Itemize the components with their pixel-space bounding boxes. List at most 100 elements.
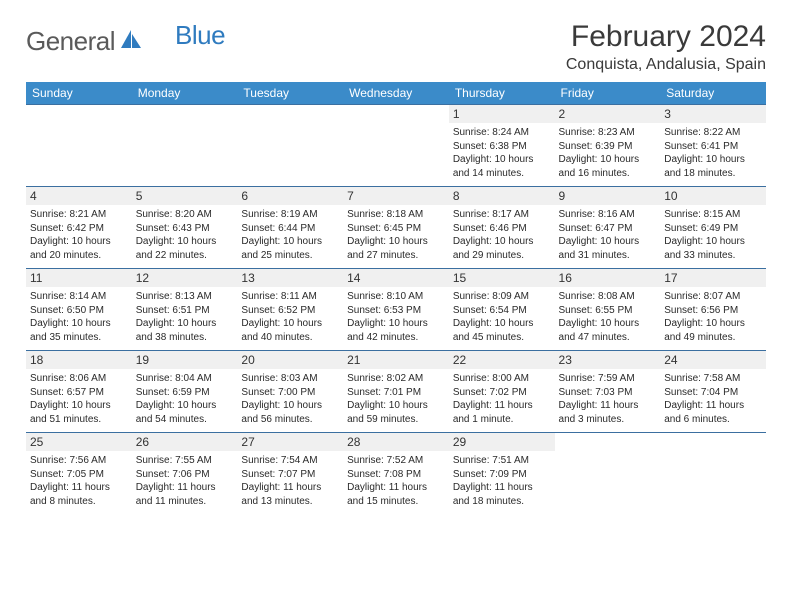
sunset-line: Sunset: 6:49 PM: [664, 222, 762, 236]
header: General Blue February 2024 Conquista, An…: [26, 20, 766, 74]
day-info: Sunrise: 8:08 AMSunset: 6:55 PMDaylight:…: [559, 290, 657, 344]
dayhead-mon: Monday: [132, 82, 238, 105]
daylight-line: Daylight: 10 hours and 51 minutes.: [30, 399, 128, 426]
day-info: Sunrise: 8:23 AMSunset: 6:39 PMDaylight:…: [559, 126, 657, 180]
day-number: 4: [26, 187, 132, 205]
day-info: Sunrise: 8:14 AMSunset: 6:50 PMDaylight:…: [30, 290, 128, 344]
dayhead-sat: Saturday: [660, 82, 766, 105]
calendar-table: Sunday Monday Tuesday Wednesday Thursday…: [26, 82, 766, 514]
sunset-line: Sunset: 7:06 PM: [136, 468, 234, 482]
day-cell: [343, 105, 449, 187]
day-cell: 24 Sunrise: 7:58 AMSunset: 7:04 PMDayligh…: [660, 351, 766, 433]
day-number: 24: [660, 351, 766, 369]
sunrise-line: Sunrise: 8:24 AM: [453, 126, 551, 140]
sunrise-line: Sunrise: 7:56 AM: [30, 454, 128, 468]
sunrise-line: Sunrise: 8:13 AM: [136, 290, 234, 304]
sunrise-line: Sunrise: 8:06 AM: [30, 372, 128, 386]
daylight-line: Daylight: 10 hours and 16 minutes.: [559, 153, 657, 180]
day-number: 29: [449, 433, 555, 451]
sunset-line: Sunset: 6:54 PM: [453, 304, 551, 318]
calendar-body: 1Sunrise: 8:24 AMSunset: 6:38 PMDaylight…: [26, 105, 766, 515]
sunrise-line: Sunrise: 8:11 AM: [241, 290, 339, 304]
daylight-line: Daylight: 11 hours and 13 minutes.: [241, 481, 339, 508]
sunset-line: Sunset: 6:47 PM: [559, 222, 657, 236]
day-cell: 26Sunrise: 7:55 AMSunset: 7:06 PMDayligh…: [132, 433, 238, 515]
day-cell: 17Sunrise: 8:07 AMSunset: 6:56 PMDayligh…: [660, 269, 766, 351]
sunset-line: Sunset: 6:53 PM: [347, 304, 445, 318]
sunrise-line: Sunrise: 8:10 AM: [347, 290, 445, 304]
sunrise-line: Sunrise: 7:59 AM: [559, 372, 657, 386]
day-number: 6: [237, 187, 343, 205]
day-cell: 28Sunrise: 7:52 AMSunset: 7:08 PMDayligh…: [343, 433, 449, 515]
day-info: Sunrise: 8:09 AMSunset: 6:54 PMDaylight:…: [453, 290, 551, 344]
daylight-line: Daylight: 11 hours and 6 minutes.: [664, 399, 762, 426]
sunrise-line: Sunrise: 8:14 AM: [30, 290, 128, 304]
sunrise-line: Sunrise: 7:54 AM: [241, 454, 339, 468]
daylight-line: Daylight: 10 hours and 31 minutes.: [559, 235, 657, 262]
day-cell: 25Sunrise: 7:56 AMSunset: 7:05 PMDayligh…: [26, 433, 132, 515]
day-number: 16: [555, 269, 661, 287]
day-cell: 27Sunrise: 7:54 AMSunset: 7:07 PMDayligh…: [237, 433, 343, 515]
daylight-line: Daylight: 10 hours and 14 minutes.: [453, 153, 551, 180]
day-number: 14: [343, 269, 449, 287]
sunrise-line: Sunrise: 8:19 AM: [241, 208, 339, 222]
sunset-line: Sunset: 6:46 PM: [453, 222, 551, 236]
day-cell: 9Sunrise: 8:16 AMSunset: 6:47 PMDaylight…: [555, 187, 661, 269]
day-number: 10: [660, 187, 766, 205]
day-number: 13: [237, 269, 343, 287]
daylight-line: Daylight: 10 hours and 33 minutes.: [664, 235, 762, 262]
dayhead-tue: Tuesday: [237, 82, 343, 105]
sunrise-line: Sunrise: 8:20 AM: [136, 208, 234, 222]
sunset-line: Sunset: 6:38 PM: [453, 140, 551, 154]
day-cell: 22Sunrise: 8:00 AMSunset: 7:02 PMDayligh…: [449, 351, 555, 433]
day-cell: 6Sunrise: 8:19 AMSunset: 6:44 PMDaylight…: [237, 187, 343, 269]
day-header-row: Sunday Monday Tuesday Wednesday Thursday…: [26, 82, 766, 105]
day-cell: 16 Sunrise: 8:08 AMSunset: 6:55 PMDayligh…: [555, 269, 661, 351]
daylight-line: Daylight: 11 hours and 15 minutes.: [347, 481, 445, 508]
sunrise-line: Sunrise: 8:02 AM: [347, 372, 445, 386]
daylight-line: Daylight: 11 hours and 1 minute.: [453, 399, 551, 426]
sunrise-line: Sunrise: 8:22 AM: [664, 126, 762, 140]
day-number: 23: [555, 351, 661, 369]
day-info: Sunrise: 7:54 AMSunset: 7:07 PMDaylight:…: [241, 454, 339, 508]
sunset-line: Sunset: 6:56 PM: [664, 304, 762, 318]
day-number: 7: [343, 187, 449, 205]
sunset-line: Sunset: 6:57 PM: [30, 386, 128, 400]
day-cell: [660, 433, 766, 515]
day-number: 12: [132, 269, 238, 287]
daylight-line: Daylight: 10 hours and 22 minutes.: [136, 235, 234, 262]
sunrise-line: Sunrise: 8:07 AM: [664, 290, 762, 304]
daylight-line: Daylight: 10 hours and 40 minutes.: [241, 317, 339, 344]
daylight-line: Daylight: 10 hours and 35 minutes.: [30, 317, 128, 344]
sunset-line: Sunset: 6:51 PM: [136, 304, 234, 318]
sunrise-line: Sunrise: 8:23 AM: [559, 126, 657, 140]
sunset-line: Sunset: 6:39 PM: [559, 140, 657, 154]
sunrise-line: Sunrise: 8:00 AM: [453, 372, 551, 386]
sunset-line: Sunset: 6:42 PM: [30, 222, 128, 236]
sunset-line: Sunset: 7:05 PM: [30, 468, 128, 482]
day-info: Sunrise: 8:15 AMSunset: 6:49 PMDaylight:…: [664, 208, 762, 262]
day-info: Sunrise: 8:20 AMSunset: 6:43 PMDaylight:…: [136, 208, 234, 262]
day-cell: 8Sunrise: 8:17 AMSunset: 6:46 PMDaylight…: [449, 187, 555, 269]
day-cell: 19Sunrise: 8:04 AMSunset: 6:59 PMDayligh…: [132, 351, 238, 433]
day-cell: [237, 105, 343, 187]
day-number: 15: [449, 269, 555, 287]
day-cell: 10 Sunrise: 8:15 AMSunset: 6:49 PMDayligh…: [660, 187, 766, 269]
title-block: February 2024 Conquista, Andalusia, Spai…: [566, 20, 766, 74]
day-info: Sunrise: 7:58 AMSunset: 7:04 PMDaylight:…: [664, 372, 762, 426]
sunrise-line: Sunrise: 8:09 AM: [453, 290, 551, 304]
day-cell: 29Sunrise: 7:51 AMSunset: 7:09 PMDayligh…: [449, 433, 555, 515]
sunset-line: Sunset: 6:55 PM: [559, 304, 657, 318]
sunset-line: Sunset: 6:45 PM: [347, 222, 445, 236]
daylight-line: Daylight: 10 hours and 38 minutes.: [136, 317, 234, 344]
day-info: Sunrise: 8:17 AMSunset: 6:46 PMDaylight:…: [453, 208, 551, 262]
sunset-line: Sunset: 7:08 PM: [347, 468, 445, 482]
sunset-line: Sunset: 7:09 PM: [453, 468, 551, 482]
daylight-line: Daylight: 11 hours and 11 minutes.: [136, 481, 234, 508]
day-number: 20: [237, 351, 343, 369]
day-info: Sunrise: 8:18 AMSunset: 6:45 PMDaylight:…: [347, 208, 445, 262]
daylight-line: Daylight: 10 hours and 49 minutes.: [664, 317, 762, 344]
daylight-line: Daylight: 10 hours and 47 minutes.: [559, 317, 657, 344]
sunset-line: Sunset: 7:03 PM: [559, 386, 657, 400]
sunrise-line: Sunrise: 8:21 AM: [30, 208, 128, 222]
